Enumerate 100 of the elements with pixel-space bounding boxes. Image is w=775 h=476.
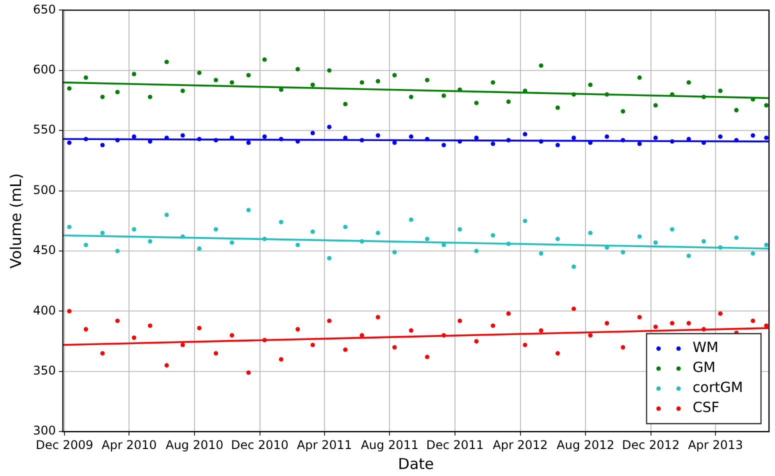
point — [538, 139, 544, 144]
legend-label: WM — [692, 340, 718, 356]
legend-label: GM — [692, 360, 716, 376]
point — [538, 63, 544, 68]
point — [327, 256, 332, 260]
point — [310, 342, 315, 348]
point — [572, 92, 576, 97]
point — [653, 240, 658, 245]
point — [100, 351, 105, 356]
point — [522, 218, 528, 224]
point — [408, 328, 414, 333]
x-tick-label: Apr 2012 — [492, 438, 548, 452]
point — [360, 138, 364, 142]
point — [702, 94, 706, 100]
x-tick-label: Apr 2011 — [296, 438, 352, 452]
point — [718, 88, 723, 94]
point — [620, 345, 626, 350]
point — [360, 333, 364, 338]
point — [197, 70, 202, 76]
point — [180, 133, 185, 138]
point — [214, 227, 218, 232]
y-tick-label: 650 — [33, 2, 56, 16]
point — [408, 94, 414, 100]
legend-label: CSF — [692, 400, 720, 416]
point — [588, 333, 593, 338]
point — [670, 139, 674, 144]
point — [278, 220, 284, 224]
point — [230, 80, 234, 85]
point — [296, 66, 300, 72]
point — [67, 86, 72, 91]
x-tick-label: Aug 2010 — [166, 438, 224, 452]
point — [327, 68, 332, 73]
point — [506, 311, 511, 316]
y-axis-title: Volume (mL) — [6, 173, 25, 269]
point — [764, 323, 769, 328]
point — [490, 80, 496, 85]
point — [100, 94, 105, 100]
point — [230, 333, 234, 338]
point — [490, 142, 496, 146]
point — [84, 327, 88, 332]
x-tick-label: Dec 2010 — [230, 438, 289, 452]
point — [214, 78, 218, 82]
point — [750, 133, 756, 138]
point — [588, 82, 593, 88]
point — [718, 311, 723, 316]
point — [670, 92, 674, 97]
point — [246, 140, 251, 145]
point — [100, 230, 105, 236]
point — [246, 73, 251, 78]
point — [653, 136, 658, 140]
point — [556, 236, 560, 242]
point — [214, 138, 218, 142]
point — [408, 217, 414, 222]
point — [556, 142, 560, 148]
point — [604, 321, 610, 326]
point — [750, 318, 756, 324]
point — [604, 92, 610, 97]
x-tick-label: Apr 2010 — [102, 438, 157, 452]
point — [734, 236, 739, 240]
point — [490, 323, 496, 328]
y-tick-label: 550 — [33, 122, 56, 137]
x-tick-label: Aug 2011 — [360, 438, 419, 452]
point — [686, 80, 691, 85]
point — [180, 342, 185, 348]
point — [148, 239, 152, 244]
point — [180, 234, 185, 239]
point — [132, 134, 136, 139]
point — [637, 142, 642, 146]
point — [637, 234, 642, 239]
point — [702, 239, 706, 244]
point — [197, 246, 202, 251]
point — [310, 82, 315, 88]
point — [442, 242, 446, 248]
point — [214, 351, 218, 356]
legend-label: cortGM — [692, 380, 743, 396]
y-tick-label: 350 — [33, 364, 56, 378]
point — [474, 248, 479, 254]
point — [588, 230, 593, 236]
point — [148, 94, 152, 100]
point — [764, 136, 769, 140]
point — [392, 73, 397, 78]
point — [100, 142, 105, 148]
y-tick-label: 450 — [33, 243, 56, 258]
point — [750, 251, 756, 256]
point — [67, 224, 72, 230]
point — [408, 134, 414, 139]
point — [278, 357, 284, 362]
point — [180, 88, 185, 94]
point — [360, 80, 364, 85]
point — [115, 138, 120, 142]
point — [262, 57, 267, 62]
point — [604, 134, 610, 139]
point — [474, 136, 479, 140]
point — [132, 227, 136, 232]
point — [474, 339, 479, 344]
point — [506, 242, 511, 246]
point — [734, 138, 739, 142]
y-tick-label: 600 — [33, 62, 56, 77]
point — [637, 315, 642, 320]
y-tick-label: 400 — [33, 303, 56, 318]
